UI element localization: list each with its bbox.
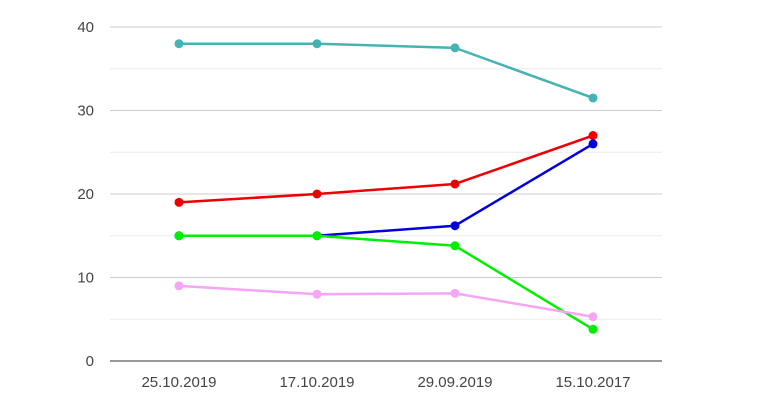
series-0 — [174, 39, 598, 103]
data-point — [312, 289, 322, 299]
data-point — [450, 179, 460, 189]
series-1 — [174, 131, 598, 207]
data-point — [588, 131, 598, 141]
data-point — [174, 281, 184, 291]
series-3 — [174, 231, 598, 334]
x-tick-label: 29.09.2019 — [417, 374, 492, 391]
data-point — [450, 241, 460, 251]
grid-lines — [110, 26, 662, 320]
data-point — [588, 139, 598, 149]
data-point — [312, 189, 322, 199]
series-line — [177, 234, 595, 331]
y-tick-label: 0 — [86, 353, 94, 370]
x-tick-label: 25.10.2019 — [141, 374, 216, 391]
data-point — [312, 39, 322, 49]
y-tick-label: 30 — [77, 103, 94, 120]
data-point — [588, 312, 598, 322]
data-point — [588, 324, 598, 334]
data-point — [450, 221, 460, 231]
y-tick-label: 40 — [77, 19, 94, 36]
series-line — [177, 42, 595, 100]
series-line — [177, 284, 595, 318]
y-axis: 0 10 20 30 40 — [77, 19, 94, 370]
x-axis: 25.10.2019 17.10.2019 29.09.2019 15.10.2017 — [110, 360, 662, 391]
data-point — [174, 197, 184, 207]
x-tick-label: 15.10.2017 — [555, 374, 630, 391]
series-line — [177, 134, 595, 204]
data-point — [174, 39, 184, 49]
data-point — [450, 288, 460, 298]
series-4 — [174, 281, 598, 322]
data-point — [174, 231, 184, 241]
series-layer — [174, 39, 598, 334]
data-point — [312, 231, 322, 241]
y-tick-label: 10 — [77, 270, 94, 287]
data-point — [588, 93, 598, 103]
data-point — [450, 43, 460, 53]
y-tick-label: 20 — [77, 186, 94, 203]
x-tick-label: 17.10.2019 — [279, 374, 354, 391]
